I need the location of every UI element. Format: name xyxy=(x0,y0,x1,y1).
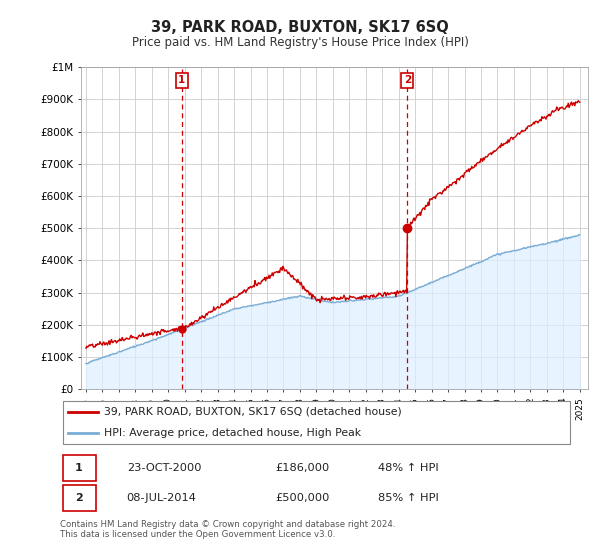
FancyBboxPatch shape xyxy=(62,455,96,480)
Text: 2: 2 xyxy=(75,493,83,503)
Text: 85% ↑ HPI: 85% ↑ HPI xyxy=(378,493,439,503)
Text: £500,000: £500,000 xyxy=(275,493,330,503)
FancyBboxPatch shape xyxy=(62,486,96,511)
Text: 23-OCT-2000: 23-OCT-2000 xyxy=(127,463,201,473)
Text: 1: 1 xyxy=(75,463,83,473)
Text: £186,000: £186,000 xyxy=(275,463,330,473)
Text: Contains HM Land Registry data © Crown copyright and database right 2024.
This d: Contains HM Land Registry data © Crown c… xyxy=(60,520,395,539)
Text: 2: 2 xyxy=(404,75,411,85)
FancyBboxPatch shape xyxy=(62,400,571,444)
Text: 08-JUL-2014: 08-JUL-2014 xyxy=(127,493,197,503)
Text: 39, PARK ROAD, BUXTON, SK17 6SQ (detached house): 39, PARK ROAD, BUXTON, SK17 6SQ (detache… xyxy=(104,407,401,417)
Text: 1: 1 xyxy=(178,75,185,85)
Text: 39, PARK ROAD, BUXTON, SK17 6SQ: 39, PARK ROAD, BUXTON, SK17 6SQ xyxy=(151,20,449,35)
Text: Price paid vs. HM Land Registry's House Price Index (HPI): Price paid vs. HM Land Registry's House … xyxy=(131,36,469,49)
Text: 48% ↑ HPI: 48% ↑ HPI xyxy=(378,463,439,473)
Text: HPI: Average price, detached house, High Peak: HPI: Average price, detached house, High… xyxy=(104,428,361,438)
